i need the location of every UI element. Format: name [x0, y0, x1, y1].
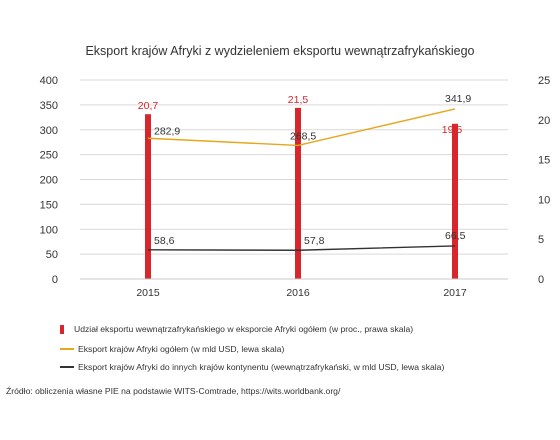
legend-item-bar: Udział eksportu wewnątrzafrykańskiego w … [60, 324, 413, 334]
legend-item-total-line: Eksport krajów Afryki ogółem (w mld USD,… [60, 344, 284, 354]
right-axis-tick: 10 [538, 194, 550, 206]
left-axis-tick: 0 [52, 274, 58, 286]
intra-export-label: 58,6 [154, 235, 175, 247]
left-axis-tick: 100 [40, 224, 58, 236]
legend-intra-label: Eksport krajów Afryki do innych krajów k… [78, 362, 445, 372]
legend-item-intra-line: Eksport krajów Afryki do innych krajów k… [60, 362, 444, 372]
left-axis-tick: 150 [40, 199, 58, 211]
legend-bar-label: Udział eksportu wewnątrzafrykańskiego w … [74, 324, 414, 334]
legend-intra-swatch [60, 366, 74, 368]
bar-share-2016 [295, 107, 301, 279]
legend-total-swatch [60, 348, 74, 350]
legend-total-label: Eksport krajów Afryki ogółem (w mld USD,… [78, 344, 285, 354]
left-axis-tick: 300 [40, 125, 58, 137]
right-axis-tick: 25 [538, 75, 550, 87]
right-axis-tick: 5 [538, 234, 544, 246]
left-axis-tick: 400 [40, 75, 58, 87]
x-axis-tick: 2016 [286, 287, 310, 299]
bar-data-label: 19,5 [442, 124, 463, 136]
x-axis-tick: 2015 [136, 287, 160, 299]
intra-export-label: 57,8 [304, 235, 325, 247]
line-intra-export [147, 245, 456, 251]
legend-bar-swatch [60, 324, 64, 334]
left-axis-tick: 50 [46, 249, 58, 261]
bar-data-label: 20,7 [138, 100, 159, 112]
bar-share-2015 [145, 114, 151, 279]
right-axis-tick: 15 [538, 155, 550, 167]
x-axis-tick: 2017 [443, 287, 467, 299]
left-axis-tick: 250 [40, 150, 58, 162]
right-axis-tick: 0 [538, 274, 544, 286]
line-total-export [147, 108, 456, 147]
bar-share-2017 [452, 123, 458, 279]
bar-data-label: 21,5 [288, 94, 309, 106]
total-export-label: 282,9 [154, 125, 180, 137]
left-axis-tick: 200 [40, 175, 58, 187]
right-axis-tick: 20 [538, 115, 550, 127]
chart-title: Eksport krajów Afryki z wydzieleniem eks… [85, 44, 475, 58]
source-note: Źródło: obliczenia własne PIE na podstaw… [6, 386, 341, 396]
total-export-label: 341,9 [445, 93, 471, 105]
intra-export-label: 66,5 [445, 230, 466, 242]
left-axis-tick: 350 [40, 100, 58, 112]
total-export-label: 268,5 [290, 130, 316, 142]
